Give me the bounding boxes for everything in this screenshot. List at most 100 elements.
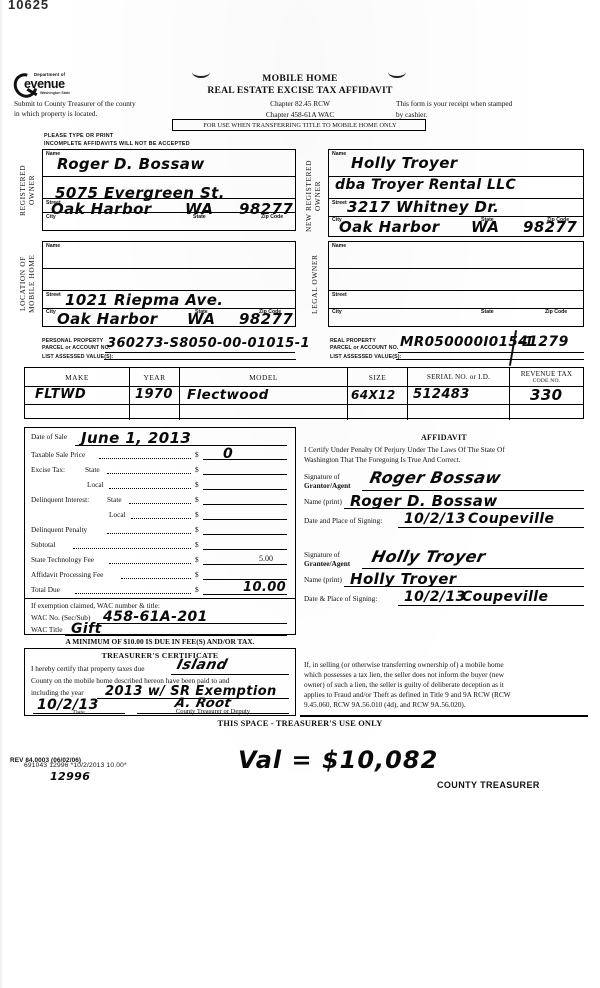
grantor-name-label: Name (print): [304, 497, 342, 506]
treasurer-cert-line1: I hereby certify that property taxes due: [31, 664, 145, 673]
tax-line-label-9: Total Due: [31, 585, 60, 594]
treasurer-use-only-heading: THIS SPACE - TREASURER'S USE ONLY: [217, 719, 383, 728]
grantor-date-label: Date and Place of Signing:: [304, 516, 383, 525]
tax-line-underline-8[interactable]: [203, 570, 287, 580]
real-property-label-l1: REAL PROPERTY: [330, 338, 376, 344]
location-street-label: Street: [46, 292, 61, 298]
submit-instruction-line2: in which property is located.: [14, 109, 98, 118]
divider: [407, 368, 408, 420]
divider: [43, 212, 295, 213]
divider: [25, 598, 295, 599]
grantee-signature-label-l1: Signature of: [304, 550, 340, 559]
new-registered-owner-box[interactable]: Name Holly Troyer dba Troyer Rental LLC …: [328, 149, 584, 237]
personal-property-label-l2: PARCEL or ACCOUNT NO.: [42, 345, 111, 351]
grantor-signature-value: Roger Bossaw: [367, 468, 503, 487]
tax-line-label-5: Delinquent Penalty: [31, 525, 88, 534]
grantee-date-underline[interactable]: [398, 591, 584, 606]
new-registered-owner-zip-value: 98277: [523, 218, 578, 236]
divider: [329, 308, 583, 309]
tax-line-underline-7[interactable]: [203, 555, 287, 565]
grantee-signature-value: Holly Troyer: [369, 547, 488, 566]
grantor-date-underline[interactable]: [398, 513, 584, 528]
tax-line-label-8: Affidavit Processing Fee: [31, 570, 104, 579]
treasurer-cert-line3: including the year: [31, 688, 84, 697]
treasurer-signature-underline[interactable]: [137, 701, 289, 714]
wac-number-underline[interactable]: [97, 611, 287, 624]
treasurer-year-underline[interactable]: [97, 686, 289, 699]
please-print-note: PLEASE TYPE OR PRINT: [44, 133, 114, 139]
personal-parcel-underline[interactable]: [105, 338, 295, 353]
grantee-signature-underline[interactable]: [362, 548, 584, 569]
cashier-stamp-line: 691043 12996 *10/2/2013 10.00*: [24, 762, 127, 769]
real-parcel-underline[interactable]: [398, 338, 584, 353]
dot-leader: [109, 555, 191, 564]
real-parcel-value: MR050000I015-1: [400, 334, 534, 350]
grantor-name-underline[interactable]: [344, 494, 584, 509]
date-of-sale-underline[interactable]: [75, 431, 287, 446]
treasurer-certificate-heading: TREASURER'S CERTIFICATE: [101, 651, 219, 660]
real-assessed-underline[interactable]: [396, 348, 584, 360]
grantor-signature-underline[interactable]: [362, 470, 584, 491]
personal-assessed-label: LIST ASSESSED VALUE(S):: [42, 354, 114, 360]
new-registered-owner-state-value: WA: [471, 218, 500, 236]
logo-state-text: Washington State: [40, 90, 71, 95]
wac-title-underline[interactable]: [65, 623, 287, 636]
new-registered-owner-name-label: Name: [332, 151, 347, 157]
treasurer-county-underline[interactable]: [171, 662, 289, 675]
tax-line-underline-9[interactable]: [203, 585, 287, 595]
tax-line-sublabel-2: Local: [87, 480, 104, 489]
affidavit-heading: AFFIDAVIT: [420, 433, 468, 442]
legal-owner-zip-label: Zip Code: [545, 309, 568, 315]
tax-line-sublabel-4: Local: [109, 510, 126, 519]
legal-owner-box[interactable]: Name Street City State Zip Code: [328, 241, 584, 327]
dollar-sign-0: $: [195, 450, 199, 459]
location-city-label: City: [46, 309, 56, 315]
dot-leader: [73, 540, 191, 549]
grantor-signature-label-l1: Signature of: [304, 472, 340, 481]
mobile-home-table: MAKE YEAR MODEL SIZE SERIAL NO. or I.D. …: [24, 367, 584, 420]
registered-owner-street-value: 5075 Evergreen St.: [55, 184, 225, 202]
table-cell-serial: 512483: [413, 387, 470, 402]
dollar-sign-4: $: [195, 510, 199, 519]
registered-owner-zip-label: Zip Code: [261, 214, 284, 220]
table-header-size: SIZE: [368, 373, 387, 382]
grantee-name-underline[interactable]: [344, 572, 584, 587]
tax-line-underline-3[interactable]: [203, 495, 287, 505]
dollar-sign-8: $: [195, 570, 199, 579]
tax-line-label-3: Delinquent Interest:: [31, 495, 90, 504]
table-header-year: YEAR: [143, 373, 166, 382]
dollar-sign-3: $: [195, 495, 199, 504]
tax-line-underline-6[interactable]: [203, 540, 287, 550]
tax-line-label-6: Subtotal: [31, 540, 56, 549]
tax-line-underline-1[interactable]: [203, 465, 287, 475]
registered-owner-state-label: State: [193, 214, 206, 220]
transfer-use-banner-text: FOR USE WHEN TRANSFERRING TITLE TO MOBIL…: [203, 121, 397, 129]
treasurer-val-note: Val = $10,082: [238, 746, 439, 774]
treasurer-date-value: 10/2/13: [37, 697, 99, 713]
cashier-stamp-handwritten: 12996: [50, 770, 91, 783]
real-parcel-value-2: 41279: [518, 334, 569, 350]
tax-line-underline-4[interactable]: [203, 510, 287, 520]
date-of-sale-label: Date of Sale: [31, 432, 68, 441]
tax-line-label-1: Excise Tax:: [31, 465, 66, 474]
grantee-name-value: Holly Troyer: [350, 570, 457, 588]
registered-owner-box[interactable]: Name Roger D. Bossaw Street 5075 Evergre…: [42, 149, 296, 231]
tax-line-underline-5[interactable]: [203, 525, 287, 535]
treasurer-cert-line2: County on the mobile home described here…: [31, 676, 230, 685]
lien-notice-line1: If, in selling (or otherwise transferrin…: [304, 660, 504, 669]
registered-owner-city-value: Oak Harbor: [51, 200, 152, 218]
treasurer-county-value: Island: [175, 657, 230, 673]
tax-line-underline-2[interactable]: [203, 480, 287, 490]
transfer-use-banner: FOR USE WHEN TRANSFERRING TITLE TO MOBIL…: [172, 119, 426, 131]
personal-assessed-underline[interactable]: [104, 348, 296, 360]
new-registered-owner-zip-label: Zip Code: [547, 217, 570, 223]
treasurer-date-underline[interactable]: [33, 701, 125, 714]
divider: [329, 268, 583, 269]
location-of-mobile-home-box[interactable]: Name Street 1021 Riepma Ave. City State …: [42, 241, 296, 328]
tax-line-underline-0[interactable]: [203, 450, 287, 460]
location-name-label: Name: [46, 243, 61, 249]
tax-line-sublabel-1: State: [85, 465, 100, 474]
tax-line-label-0: Taxable Sale Price: [31, 450, 86, 459]
divider: [43, 198, 295, 199]
